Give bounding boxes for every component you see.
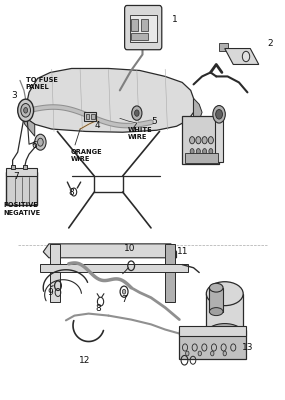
Polygon shape [43,244,176,258]
Ellipse shape [206,324,243,344]
Circle shape [135,110,139,116]
Bar [23,165,27,169]
Circle shape [122,289,126,294]
Bar [141,20,148,31]
Text: 2: 2 [267,39,273,48]
Circle shape [38,138,43,146]
Bar [6,168,37,176]
Circle shape [213,106,225,123]
Circle shape [209,148,213,154]
Polygon shape [22,112,35,136]
Polygon shape [225,48,259,64]
Circle shape [196,137,201,144]
Circle shape [24,108,28,113]
Bar [185,153,218,163]
Bar [179,330,246,360]
Bar [91,114,95,120]
Circle shape [190,137,195,144]
Circle shape [216,110,223,119]
Bar [215,118,223,162]
Ellipse shape [206,282,243,306]
Bar [182,116,219,164]
Text: 12: 12 [79,356,90,365]
Circle shape [198,351,201,356]
Text: 8: 8 [68,188,74,196]
Text: 6: 6 [31,141,37,150]
Bar [209,288,223,312]
Circle shape [132,106,142,120]
Circle shape [186,351,189,356]
Bar [86,114,89,120]
Circle shape [203,148,207,154]
Bar [20,113,31,116]
Text: 8: 8 [96,304,101,313]
Polygon shape [25,68,194,132]
Circle shape [208,137,213,144]
Text: TO FUSE
PANEL: TO FUSE PANEL [26,77,58,90]
Polygon shape [50,244,60,302]
Text: 7: 7 [13,172,19,180]
Circle shape [202,137,207,144]
Text: ORANGE
WIRE: ORANGE WIRE [71,149,103,162]
Text: 1: 1 [172,15,178,24]
Polygon shape [194,98,202,124]
Ellipse shape [209,308,223,316]
Text: POSITIVE: POSITIVE [3,202,38,208]
Text: 9: 9 [47,288,53,297]
FancyBboxPatch shape [125,6,162,50]
Bar [131,20,138,31]
Circle shape [223,351,227,356]
Bar [11,165,15,169]
Text: WHITE
WIRE: WHITE WIRE [128,128,152,140]
Text: 11: 11 [176,247,188,256]
Text: 3: 3 [11,91,17,100]
Bar [84,112,96,121]
Text: 7: 7 [121,295,127,304]
Polygon shape [165,244,175,302]
Bar [6,172,37,205]
Polygon shape [40,264,188,272]
Circle shape [35,134,46,150]
Bar [20,105,31,108]
Circle shape [211,351,214,356]
Polygon shape [206,294,243,334]
Circle shape [242,51,250,62]
Ellipse shape [209,283,223,292]
Circle shape [18,99,34,122]
Text: 5: 5 [151,116,157,126]
Circle shape [190,148,194,154]
Bar [131,33,148,40]
Text: NEGATIVE: NEGATIVE [3,210,41,216]
Bar [179,326,246,336]
Bar [130,15,157,42]
Circle shape [21,104,30,117]
Text: 4: 4 [94,120,100,130]
Circle shape [196,148,200,154]
Polygon shape [219,42,228,50]
Text: 10: 10 [124,244,135,253]
Text: 13: 13 [242,343,253,352]
